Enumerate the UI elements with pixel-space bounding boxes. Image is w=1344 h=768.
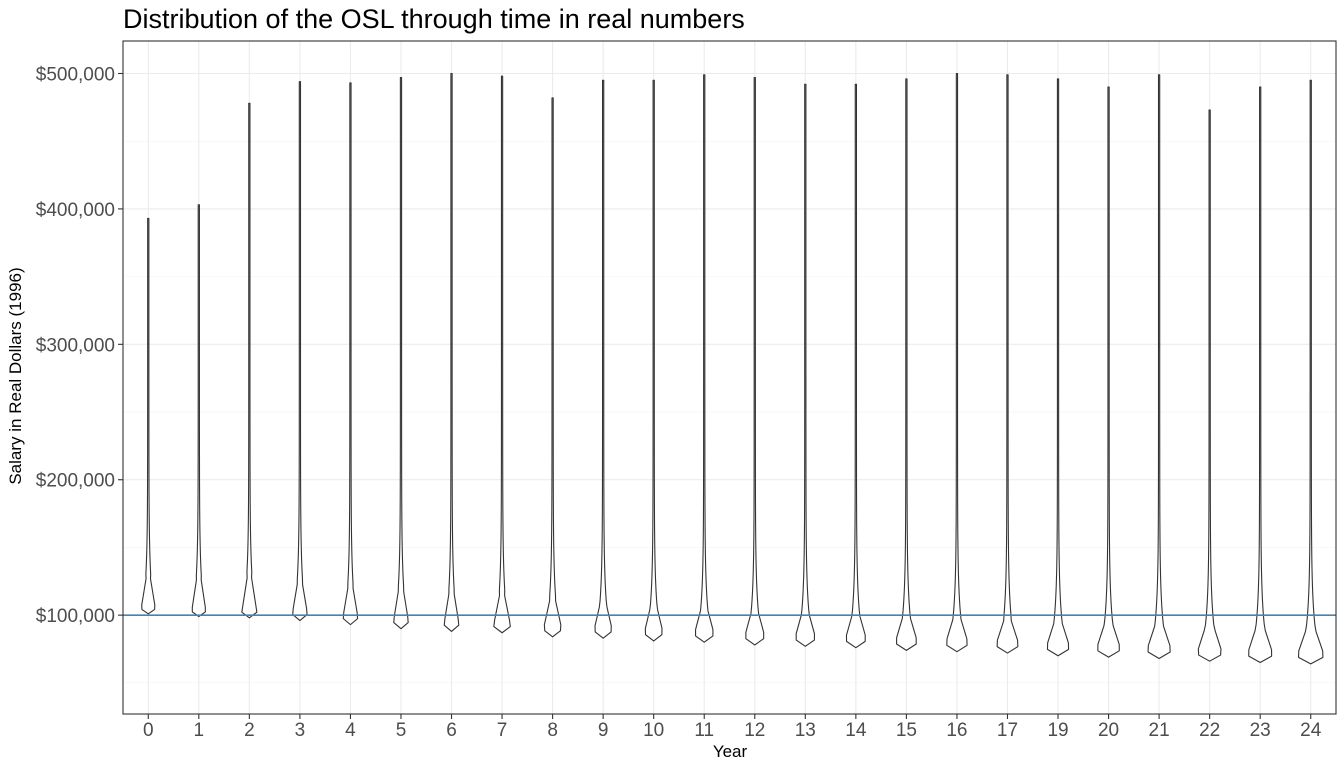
y-axis: $100,000 $200,000 $300,000 $400,000 $500,000: [36, 64, 123, 627]
violin-year-7: [493, 75, 511, 634]
violin-year-22: [1197, 109, 1222, 662]
x-tick-label: 23: [1250, 720, 1271, 741]
x-tick-label: 1: [194, 720, 205, 741]
violin-year-8: [543, 97, 562, 638]
panel-border-group: [122, 40, 1337, 715]
x-tick-label: 5: [396, 720, 407, 741]
violin-year-11: [695, 74, 714, 643]
violin-year-23: [1248, 86, 1273, 664]
violin-year-3: [292, 81, 308, 622]
violin-year-15: [896, 78, 917, 651]
violin-year-1: [191, 204, 206, 618]
violin-year-16: [946, 72, 968, 653]
violin-year-12: [745, 77, 765, 646]
x-tick-label: 0: [143, 720, 154, 741]
x-tick-label: 13: [795, 720, 816, 741]
x-tick-label: 7: [497, 720, 508, 741]
y-axis-title: Salary in Real Dollars (1996): [6, 267, 25, 484]
violin-year-10: [644, 79, 663, 642]
x-tick-label: 14: [845, 720, 867, 741]
x-tick-label: 24: [1300, 720, 1322, 741]
x-tick-label: 15: [896, 720, 917, 741]
x-tick-label: 3: [295, 720, 306, 741]
x-tick-label: 10: [643, 720, 664, 741]
y-tick-label: $100,000: [36, 606, 115, 627]
plot-panel: [123, 41, 1336, 714]
violin-year-2: [241, 102, 258, 619]
violin-year-0: [141, 217, 156, 615]
violin-year-24: [1297, 79, 1324, 665]
y-tick-label: $400,000: [36, 200, 115, 221]
x-tick-label: 2: [244, 720, 255, 741]
violin-year-21: [1147, 74, 1171, 660]
x-tick-label: 16: [946, 720, 967, 741]
violin-year-6: [443, 72, 460, 632]
violin-year-9: [594, 79, 612, 639]
x-tick-label: 12: [744, 720, 765, 741]
x-tick-label: 9: [598, 720, 609, 741]
x-tick-label: 8: [547, 720, 558, 741]
violin-year-5: [393, 77, 409, 630]
x-tick-label: 22: [1199, 720, 1220, 741]
x-tick-label: 20: [1098, 720, 1119, 741]
y-tick-label: $200,000: [36, 471, 115, 492]
chart-title: Distribution of the OSL through time in …: [123, 4, 745, 34]
x-tick-label: 21: [1149, 720, 1170, 741]
violin-year-17: [996, 74, 1019, 654]
x-axis: 0 1 2 3 4 5 6 7 8 9 10 11 12 13 14 15 16 17 19 20 21 22 23 24: [143, 714, 1322, 741]
violin-year-20: [1097, 86, 1120, 658]
x-tick-label: 11: [694, 720, 714, 741]
plot-background: [123, 41, 1336, 714]
violin-year-14: [845, 83, 866, 649]
violin-year-13: [795, 83, 816, 647]
violin-year-4: [342, 82, 359, 626]
y-tick-label: $500,000: [36, 64, 115, 85]
violin-year-19: [1046, 78, 1070, 657]
y-tick-label: $300,000: [36, 335, 115, 356]
x-tick-label: 19: [1047, 720, 1068, 741]
x-tick-label: 4: [345, 720, 356, 741]
violins: [141, 72, 1324, 665]
x-axis-title: Year: [713, 742, 748, 761]
panel-border: [122, 40, 1337, 715]
x-tick-label: 6: [446, 720, 457, 741]
x-tick-label: 17: [997, 720, 1018, 741]
